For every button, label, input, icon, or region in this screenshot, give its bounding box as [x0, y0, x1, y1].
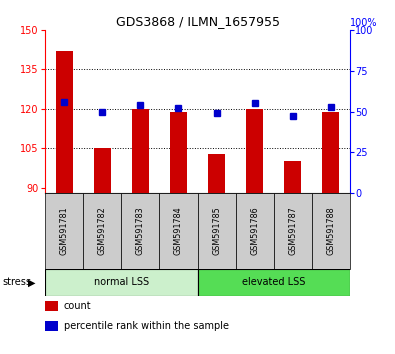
Bar: [160, 193, 198, 269]
Text: elevated LSS: elevated LSS: [242, 277, 305, 287]
Text: 100%: 100%: [350, 18, 377, 28]
Bar: [273, 193, 312, 269]
Title: GDS3868 / ILMN_1657955: GDS3868 / ILMN_1657955: [115, 15, 280, 28]
Bar: [235, 193, 274, 269]
Text: GSM591788: GSM591788: [326, 207, 335, 255]
Text: GSM591785: GSM591785: [212, 207, 221, 255]
Bar: [122, 193, 160, 269]
Text: stress: stress: [2, 277, 31, 287]
Bar: [83, 193, 122, 269]
Bar: [94, 148, 111, 193]
Text: GSM591783: GSM591783: [136, 207, 145, 255]
Bar: [198, 193, 235, 269]
Text: GSM591786: GSM591786: [250, 207, 259, 255]
Text: ▶: ▶: [28, 277, 35, 287]
Bar: [322, 112, 339, 193]
Text: GSM591781: GSM591781: [60, 207, 69, 255]
Bar: [56, 51, 73, 193]
Text: count: count: [64, 301, 91, 311]
Text: normal LSS: normal LSS: [94, 277, 149, 287]
Bar: [198, 269, 350, 296]
Bar: [132, 109, 149, 193]
Text: GSM591782: GSM591782: [98, 207, 107, 255]
Text: GSM591784: GSM591784: [174, 207, 183, 255]
Bar: [45, 269, 198, 296]
Bar: [170, 112, 187, 193]
Bar: [45, 301, 58, 311]
Bar: [45, 321, 58, 331]
Bar: [312, 193, 350, 269]
Bar: [284, 161, 301, 193]
Text: percentile rank within the sample: percentile rank within the sample: [64, 321, 229, 331]
Bar: [208, 154, 225, 193]
Bar: [246, 109, 263, 193]
Bar: [45, 193, 83, 269]
Text: GSM591787: GSM591787: [288, 207, 297, 255]
